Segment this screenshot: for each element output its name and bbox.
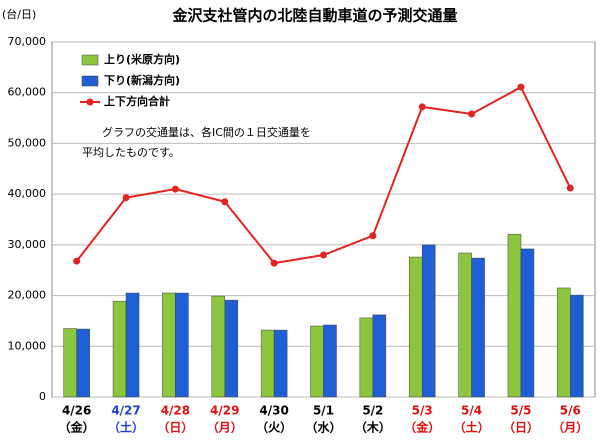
y-tick-label: 10,000 <box>8 339 47 352</box>
legend-label: 下り(新潟方向) <box>104 73 180 87</box>
bar <box>63 328 77 398</box>
x-tick-label: 4/27 <box>111 404 140 418</box>
bar <box>310 325 324 398</box>
bar <box>125 292 140 398</box>
line <box>75 85 572 265</box>
line-point <box>369 232 377 240</box>
line-point <box>517 83 525 91</box>
x-tick-label: 5/2 <box>362 404 383 418</box>
x-tick-sublabel: （木） <box>355 420 391 435</box>
x-tick-label: 5/6 <box>560 404 581 418</box>
line-point <box>320 251 327 259</box>
x-tick-sublabel: （日） <box>157 420 193 435</box>
legend-swatch <box>81 75 99 87</box>
bar <box>557 287 571 398</box>
x-tick-label: 4/26 <box>62 404 91 418</box>
x-tick-label: 4/28 <box>161 404 190 418</box>
legend-label: 上り(米原方向) <box>104 52 180 66</box>
bar <box>458 252 472 398</box>
bar <box>507 233 522 398</box>
bar <box>273 329 288 398</box>
x-tick-sublabel: （月） <box>207 420 243 435</box>
x-tick-label: 5/4 <box>461 404 482 418</box>
chart-title: 金沢支社管内の北陸自動車道の予測交通量 <box>171 7 457 25</box>
bar <box>112 300 127 398</box>
bar <box>570 294 584 398</box>
x-tick-sublabel: （月） <box>552 420 588 435</box>
bar <box>372 314 387 398</box>
x-tick-sublabel: （金） <box>59 420 95 435</box>
bar <box>260 329 275 398</box>
y-tick-label: 40,000 <box>8 187 47 200</box>
bar <box>175 292 189 398</box>
y-tick-label: 70,000 <box>8 35 47 48</box>
bar <box>421 244 436 398</box>
x-tick-sublabel: （土） <box>454 420 490 435</box>
bar <box>520 248 535 398</box>
x-tick-label: 5/1 <box>313 404 334 418</box>
bar <box>408 256 423 398</box>
line-point <box>221 198 229 206</box>
legend-swatch <box>81 54 99 66</box>
annotation: グラフの交通量は、各IC間の１日交通量を <box>102 125 311 139</box>
annotation: 平均したものです。 <box>82 146 180 159</box>
bar <box>211 295 226 398</box>
bar <box>224 299 239 398</box>
x-tick-label: 4/29 <box>210 404 239 418</box>
x-tick-label: 5/3 <box>412 404 433 418</box>
y-axis-label: (台/日) <box>2 7 36 21</box>
bar <box>471 257 485 398</box>
x-tick-sublabel: （金） <box>404 420 440 435</box>
x-tick-label: 4/30 <box>259 404 288 418</box>
y-tick-label: 20,000 <box>8 289 47 302</box>
y-tick-label: 50,000 <box>8 136 47 149</box>
x-tick-sublabel: （日） <box>503 420 539 435</box>
y-tick-label: 30,000 <box>8 238 47 251</box>
bar <box>359 317 374 398</box>
y-tick-label: 60,000 <box>8 86 47 99</box>
bar <box>162 292 176 398</box>
x-tick-sublabel: （土） <box>108 420 144 435</box>
legend-swatch <box>86 98 94 106</box>
x-tick-sublabel: （水） <box>305 420 341 435</box>
line-point <box>171 185 179 193</box>
x-tick-sublabel: （火） <box>256 420 292 435</box>
x-tick-label: 5/5 <box>510 404 531 418</box>
line-point <box>270 259 278 267</box>
bar <box>76 328 90 398</box>
line-point <box>468 110 476 118</box>
bar <box>323 324 337 398</box>
line-point <box>73 257 81 265</box>
y-tick-label: 0 <box>39 390 46 403</box>
line-point <box>566 184 574 192</box>
line-point <box>122 194 130 202</box>
legend-label: 上下方向合計 <box>104 94 170 108</box>
line-point <box>418 103 426 111</box>
